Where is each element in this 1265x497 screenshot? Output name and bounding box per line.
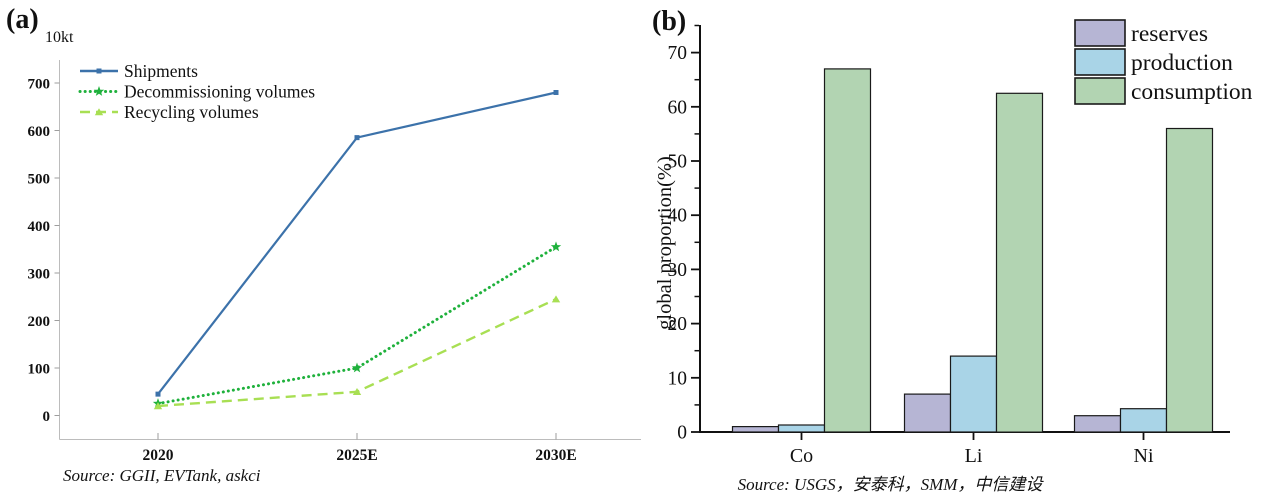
legend-label: Decommissioning volumes (124, 81, 315, 101)
x-tick-label: Co (790, 445, 813, 467)
bar-production-ni (1119, 408, 1168, 433)
x-tick-label: Li (965, 445, 983, 467)
bar-consumption-li (995, 92, 1044, 433)
chart-b-source: Source: USGS，安泰科，SMM，中信建设 (737, 475, 1043, 494)
legend-label: production (1131, 50, 1233, 76)
y-tick-label: 700 (28, 77, 51, 93)
legend-item-decommissioning-volumes: Decommissioning volumes (78, 81, 315, 101)
legend-item-shipments: Shipments (80, 61, 198, 81)
x-tick-label: 2025E (336, 447, 377, 464)
legend-item-reserves: reserves (1074, 19, 1208, 47)
marker-shipments (354, 135, 360, 141)
y-tick-label: 0 (43, 409, 51, 425)
y-tick-label: 200 (28, 314, 51, 330)
legend-swatch-production (1074, 48, 1126, 76)
legend-marker-decommissioning-volumes (93, 86, 105, 96)
y-tick-label: 20 (668, 314, 688, 335)
legend-label: Shipments (124, 61, 198, 81)
legend-marker-shipments (96, 68, 102, 74)
legend-item-consumption: consumption (1074, 77, 1253, 105)
y-tick-label: 400 (28, 219, 51, 235)
line-chart-shipments-recycling: 0 100 200 300 400 500 600 700 2020 2025E 2030E Ship… (28, 60, 641, 464)
y-tick-label: 30 (668, 260, 688, 281)
bar-reserves-li (903, 393, 952, 433)
bar-production-co (777, 424, 826, 433)
legend-item-recycling-volumes: Recycling volumes (80, 102, 259, 122)
y-tick-label: 500 (28, 172, 51, 188)
legend-item-production: production (1074, 48, 1233, 76)
y-tick-label: 300 (28, 267, 51, 283)
y-tick-label: 40 (668, 206, 688, 227)
y-tick-label: 0 (677, 423, 687, 444)
legend-label: Recycling volumes (124, 102, 259, 122)
x-tick-label: 2030E (535, 447, 576, 464)
marker-decommissioning-volumes (550, 241, 562, 252)
y-tick-label: 100 (28, 362, 51, 378)
y-tick-label: 600 (28, 124, 51, 140)
legend-label: consumption (1131, 79, 1253, 105)
panel-a-label: (a) (6, 4, 39, 35)
marker-shipments (155, 391, 161, 397)
legend-label: reserves (1131, 21, 1208, 47)
legend-marker-recycling-volumes (94, 108, 104, 116)
y-tick-label: 10 (668, 368, 688, 389)
marker-recycling-volumes (352, 387, 362, 395)
x-tick-label: Ni (1134, 445, 1154, 467)
marker-recycling-volumes (551, 295, 561, 303)
bar-consumption-co (823, 68, 872, 433)
legend-swatch-consumption (1074, 77, 1126, 105)
marker-recycling-volumes (153, 402, 163, 410)
series-line-decommissioning-volumes (156, 245, 558, 406)
bar-reserves-co (731, 426, 780, 433)
y-tick-label: 60 (668, 97, 688, 118)
marker-shipments (553, 90, 559, 95)
bar-consumption-ni (1165, 127, 1214, 433)
x-tick-label: 2020 (143, 447, 174, 464)
panel-b-label: (b) (652, 6, 687, 37)
marker-decommissioning-volumes (351, 362, 363, 373)
y-tick-label: 70 (668, 43, 688, 64)
bar-production-li (949, 355, 998, 433)
chart-a-unit-label: 10kt (45, 29, 74, 46)
bar-chart-global-proportion: 0 10 20 30 40 50 60 70 Co Li Ni reserves production c… (668, 19, 1253, 467)
chart-a-source: Source: GGII, EVTank, askci (63, 466, 261, 485)
bar-reserves-ni (1073, 415, 1122, 433)
legend-swatch-reserves (1074, 19, 1126, 47)
y-tick-label: 50 (668, 152, 688, 173)
